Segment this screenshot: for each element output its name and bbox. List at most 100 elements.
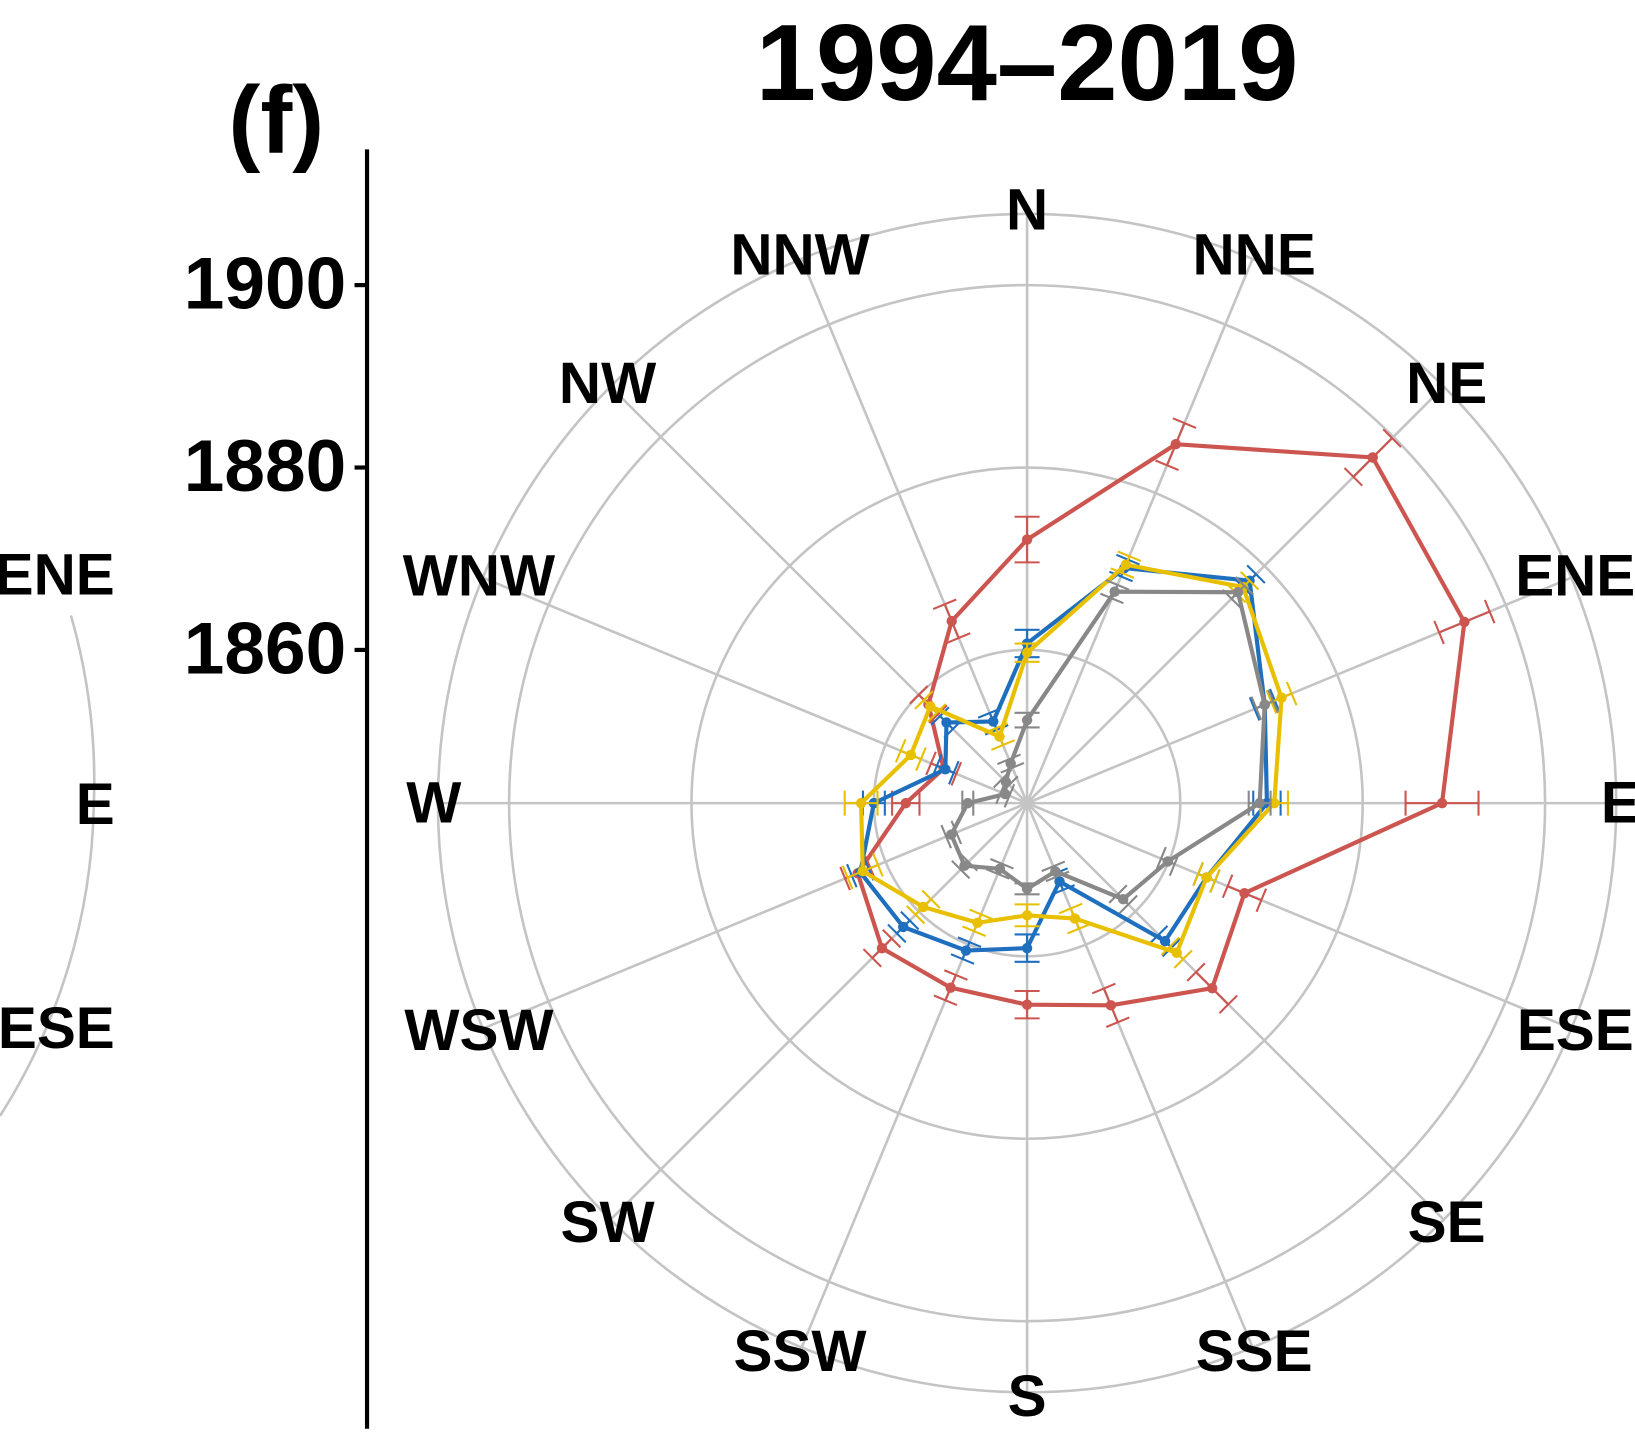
error-cap <box>1105 579 1130 591</box>
point <box>1005 758 1016 769</box>
point <box>1232 587 1244 598</box>
direction-label: N <box>1006 177 1048 242</box>
point <box>1239 887 1250 899</box>
point <box>994 731 1005 742</box>
y-tick-label: 1900 <box>184 244 346 325</box>
error-cap <box>1186 962 1206 982</box>
error-cap <box>1155 846 1167 871</box>
spoke <box>1025 802 1254 1348</box>
direction-label: S <box>1008 1364 1047 1429</box>
error-cap <box>841 865 854 890</box>
error-cap <box>946 632 971 644</box>
error-cap <box>940 824 952 849</box>
error-cap <box>862 948 882 968</box>
error-cap <box>1246 564 1266 584</box>
point <box>857 865 869 877</box>
spoke <box>482 801 1028 1030</box>
point <box>1159 935 1171 947</box>
series-line <box>948 589 1267 902</box>
direction-label: NNE <box>1193 223 1316 288</box>
point <box>1054 876 1065 887</box>
error-cap <box>1172 417 1197 429</box>
direction-label: ESE <box>1517 998 1634 1063</box>
point <box>1021 714 1033 726</box>
point <box>1367 452 1378 463</box>
error-cap <box>1234 576 1254 596</box>
error-cap <box>990 858 1014 870</box>
error-cap <box>1110 567 1135 579</box>
chart-title: 1994–2019 <box>756 2 1299 123</box>
direction-label: WNW <box>403 544 556 609</box>
direction-label: SSW <box>734 1319 868 1384</box>
spoke <box>1026 801 1572 1030</box>
error-cap <box>1051 884 1075 896</box>
point <box>1021 999 1033 1010</box>
direction-label: NW <box>559 351 657 416</box>
point <box>999 788 1011 800</box>
error-cap <box>1067 922 1092 935</box>
point <box>925 701 936 712</box>
error-cap <box>1045 870 1070 883</box>
error-cap <box>1255 888 1268 913</box>
fragment-ring <box>0 615 96 1117</box>
spoke <box>1025 258 1254 804</box>
point <box>1050 866 1061 877</box>
y-tick-label: 1860 <box>184 608 346 689</box>
error-cap <box>969 908 993 921</box>
direction-label: WSW <box>404 998 554 1063</box>
error-cap <box>921 889 941 909</box>
error-cap <box>991 739 1015 751</box>
error-cap <box>951 859 971 880</box>
error-cap <box>1221 874 1234 899</box>
error-cap <box>957 936 982 948</box>
point <box>905 749 917 761</box>
fragment-label: ESE <box>0 996 115 1061</box>
error-cap <box>1118 894 1138 914</box>
error-cap <box>1099 592 1124 605</box>
panel-label: (f) <box>228 67 324 174</box>
direction-label: SE <box>1408 1190 1486 1255</box>
point <box>1162 856 1174 867</box>
direction-label: W <box>406 771 462 836</box>
error-cap <box>1105 1016 1130 1028</box>
direction-label: SW <box>561 1190 656 1255</box>
point <box>946 615 957 627</box>
error-cap <box>1221 589 1242 609</box>
point <box>1021 883 1033 895</box>
point <box>1021 534 1033 545</box>
error-cap <box>1433 620 1445 645</box>
point <box>1021 647 1033 658</box>
error-cap <box>962 925 986 937</box>
direction-label: SSE <box>1196 1319 1313 1384</box>
point <box>940 764 951 775</box>
spoke <box>1026 802 1445 1221</box>
error-cap <box>1091 982 1116 995</box>
error-cap <box>977 707 1002 719</box>
error-cap <box>985 868 1010 880</box>
error-cap <box>1218 994 1238 1014</box>
error-cap <box>1192 862 1204 886</box>
point <box>898 921 909 933</box>
point <box>946 829 957 840</box>
point <box>972 917 983 928</box>
spoke <box>609 802 1029 1221</box>
error-cap <box>900 910 920 931</box>
error-cap <box>1041 860 1066 873</box>
point <box>1254 797 1265 809</box>
point <box>1109 586 1120 597</box>
error-cap <box>1267 689 1279 714</box>
point <box>941 717 952 728</box>
error-cap <box>932 598 957 611</box>
point <box>1105 1000 1117 1011</box>
error-cap <box>930 706 950 726</box>
fragment-label: ENE <box>0 542 115 607</box>
spoke <box>609 385 1029 805</box>
point <box>1436 797 1448 809</box>
point <box>1201 872 1212 883</box>
point <box>1276 692 1287 703</box>
error-cap <box>1382 428 1402 448</box>
error-cap <box>950 820 963 845</box>
error-cap <box>882 928 902 949</box>
error-cap <box>1248 696 1261 721</box>
